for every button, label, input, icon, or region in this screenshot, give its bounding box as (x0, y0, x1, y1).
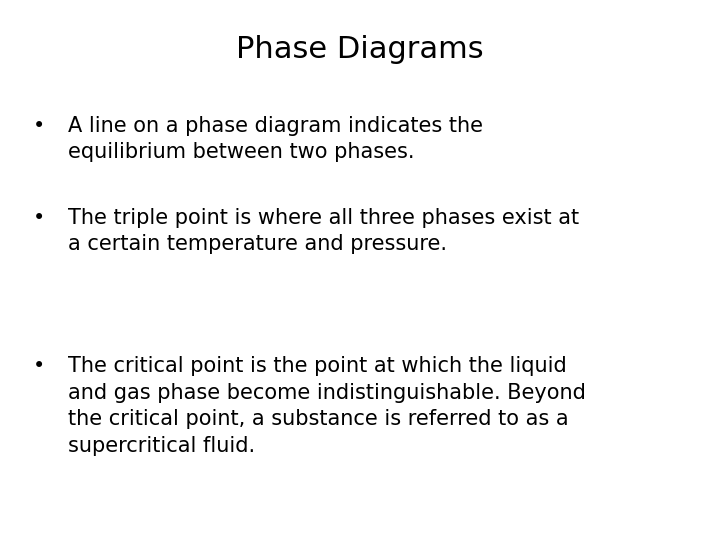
Text: •: • (32, 208, 45, 228)
Text: Phase Diagrams: Phase Diagrams (236, 35, 484, 64)
Text: The triple point is where all three phases exist at
a certain temperature and pr: The triple point is where all three phas… (68, 208, 580, 254)
Text: A line on a phase diagram indicates the
equilibrium between two phases.: A line on a phase diagram indicates the … (68, 116, 483, 163)
Text: •: • (32, 356, 45, 376)
Text: The critical point is the point at which the liquid
and gas phase become indisti: The critical point is the point at which… (68, 356, 586, 456)
Text: •: • (32, 116, 45, 136)
